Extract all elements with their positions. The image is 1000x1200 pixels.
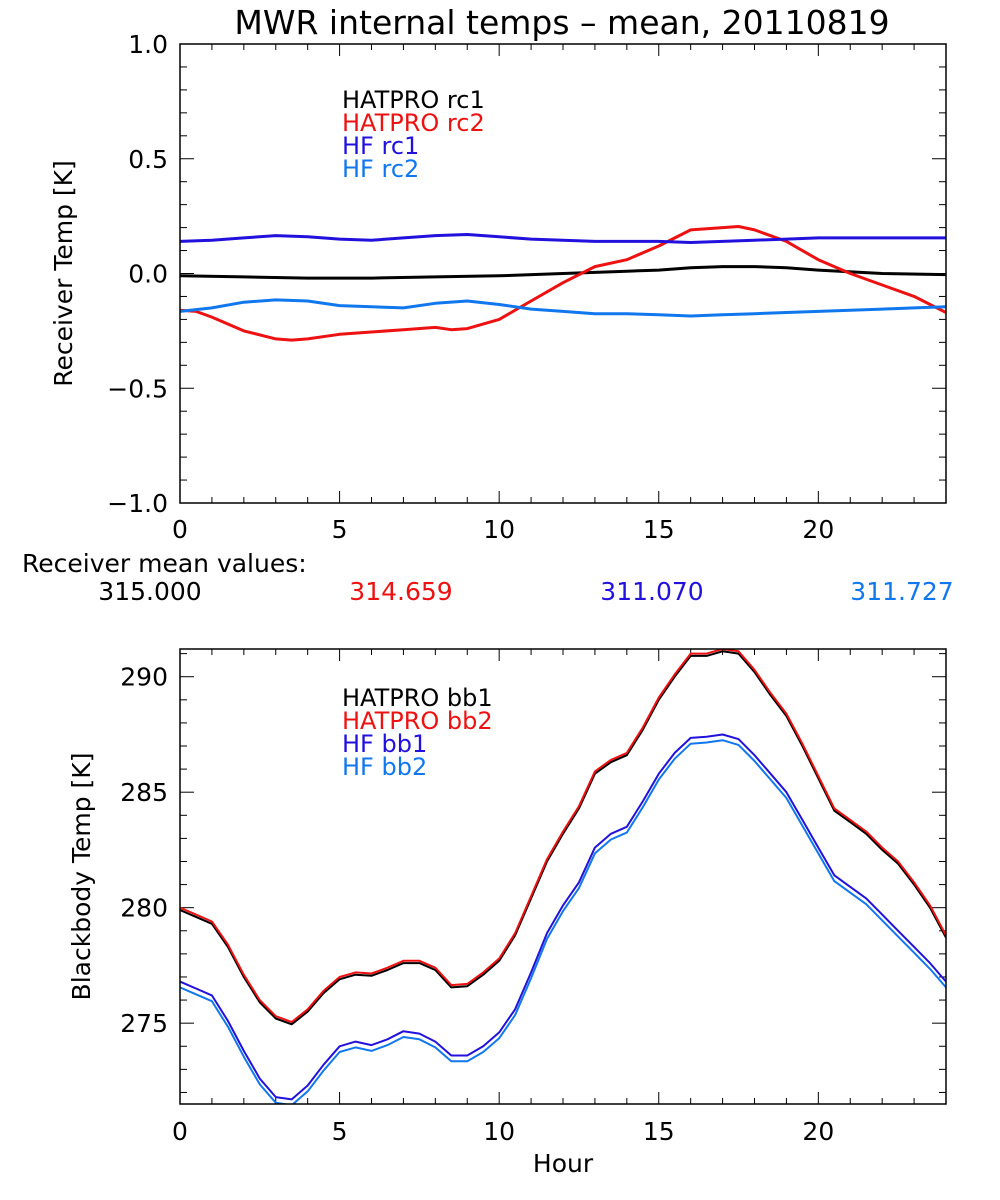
y-tick-label: 280 bbox=[120, 894, 168, 923]
x-tick-label: 10 bbox=[483, 1117, 515, 1146]
mean-value-hf-rc2: 311.727 bbox=[850, 577, 953, 606]
x-tick-label: 20 bbox=[802, 515, 834, 544]
x-tick-label: 0 bbox=[172, 515, 188, 544]
mean-value-hatpro-rc1: 315.000 bbox=[98, 577, 201, 606]
x-tick-label: 5 bbox=[332, 515, 348, 544]
series-line-hf-rc2 bbox=[180, 298, 946, 318]
x-tick-label: 5 bbox=[332, 1117, 348, 1146]
legend-hatpro-rc2: HATPRO rc2 bbox=[342, 109, 485, 137]
series-line-hf-rc1 bbox=[180, 233, 946, 244]
y-tick-label: −1.0 bbox=[107, 489, 168, 518]
legend-hf-rc2: HF rc2 bbox=[342, 155, 419, 183]
mean-value-hf-rc1: 311.070 bbox=[600, 577, 703, 606]
x-tick-label: 15 bbox=[643, 1117, 675, 1146]
legend-hatpro-bb2: HATPRO bb2 bbox=[342, 707, 493, 735]
series-group bbox=[180, 225, 946, 342]
legend-hatpro-bb1: HATPRO bb1 bbox=[342, 684, 493, 712]
legend-hf-bb2: HF bb2 bbox=[342, 753, 427, 781]
plot-frame bbox=[179, 43, 947, 504]
x-tick-label: 10 bbox=[483, 515, 515, 544]
x-tick-label: 0 bbox=[172, 1117, 188, 1146]
mean-values-label: Receiver mean values: bbox=[22, 549, 307, 578]
y-tick-label: 0.5 bbox=[128, 145, 168, 174]
receiver-temp-panel: 0 5 10 15 20 −1.0 −0.5 0.0 0.5 1.0 Receiver Temp [… bbox=[49, 30, 947, 544]
legend-hf-rc1: HF rc1 bbox=[342, 132, 419, 160]
y-tick-label: 1.0 bbox=[128, 30, 168, 59]
series-line-hatpro-bb1 bbox=[180, 650, 946, 1026]
blackbody-temp-panel: 0 5 10 15 20 275 280 285 290 Blackbody Temp [K] Ho… bbox=[67, 648, 947, 1178]
series-line-hatpro-rc1 bbox=[180, 265, 946, 280]
series-line-hatpro-rc2 bbox=[180, 225, 946, 342]
x-tick-label: 15 bbox=[643, 515, 675, 544]
legend-hf-bb1: HF bb1 bbox=[342, 730, 427, 758]
plot-frame bbox=[179, 648, 947, 1105]
y-tick-label: 290 bbox=[120, 663, 168, 692]
legend-hatpro-rc1: HATPRO rc1 bbox=[342, 86, 485, 114]
series-group bbox=[180, 649, 946, 1104]
x-tick-label: 20 bbox=[802, 1117, 834, 1146]
mean-value-hatpro-rc2: 314.659 bbox=[349, 577, 452, 606]
y-tick-label: 285 bbox=[120, 778, 168, 807]
y-axis-label: Receiver Temp [K] bbox=[49, 160, 78, 387]
x-axis-label: Hour bbox=[533, 1149, 594, 1178]
y-tick-label: 0.0 bbox=[128, 260, 168, 289]
series-line-hf-bb1 bbox=[180, 733, 946, 1101]
series-line-hf-bb2 bbox=[180, 739, 946, 1104]
y-tick-label: −0.5 bbox=[107, 374, 168, 403]
series-line-hatpro-bb2 bbox=[180, 649, 946, 1023]
y-axis-label: Blackbody Temp [K] bbox=[67, 753, 96, 1001]
y-tick-label: 275 bbox=[120, 1009, 168, 1038]
chart-title: MWR internal temps – mean, 20110819 bbox=[234, 3, 889, 42]
